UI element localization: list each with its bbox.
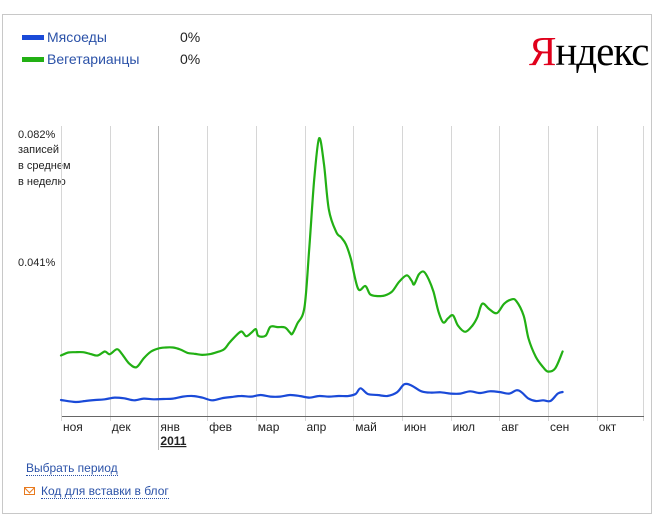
period-link-row: Выбрать период	[26, 461, 118, 476]
legend-swatch	[22, 56, 44, 62]
y-axis-caption-line: в среднем	[18, 160, 71, 172]
x-tick-label: июл	[453, 420, 475, 434]
x-tick-label: авг	[501, 420, 519, 434]
legend-value: 0%	[180, 29, 201, 45]
y-axis-caption-line: записей	[18, 144, 60, 156]
legend-label: Мясоеды	[47, 29, 107, 45]
series-line-vegetarians	[59, 137, 564, 373]
logo-rest: ндекс	[555, 28, 649, 74]
y-axis-mid-value: 0.041%	[18, 257, 56, 269]
y-axis-caption-line: в неделю	[18, 176, 66, 188]
x-tick-label: мар	[258, 420, 280, 434]
x-tick-label: сен	[550, 420, 569, 434]
envelope-icon	[24, 487, 35, 495]
x-tick-label: фев	[209, 420, 232, 434]
x-tick-label: ноя	[63, 420, 83, 434]
x-tick-label: апр	[307, 420, 327, 434]
year-label: 2011	[160, 434, 186, 448]
legend-item-vegetarians: Вегетарианцы 0%	[22, 48, 200, 70]
legend-item-meat-eaters: Мясоеды 0%	[22, 26, 200, 48]
series-line-meat-eaters	[59, 382, 564, 404]
legend-label: Вегетарианцы	[47, 51, 140, 67]
x-tick-label: янв	[160, 420, 180, 434]
x-tick-label: май	[355, 420, 377, 434]
logo-first-letter: Я	[529, 28, 556, 74]
embed-code-link[interactable]: Код для вставки в блог	[41, 484, 169, 499]
x-tick-label: дек	[112, 420, 132, 434]
y-axis-top-value: 0.082%	[18, 129, 56, 141]
yandex-logo[interactable]: Яндекс	[529, 26, 649, 76]
legend: Мясоеды 0% Вегетарианцы 0%	[22, 26, 200, 70]
choose-period-link[interactable]: Выбрать период	[26, 461, 118, 476]
legend-swatch	[22, 34, 44, 40]
embed-link-row: Код для вставки в блог	[41, 484, 169, 499]
x-tick-label: окт	[599, 420, 617, 434]
x-tick-label: июн	[404, 420, 426, 434]
legend-value: 0%	[180, 51, 201, 67]
